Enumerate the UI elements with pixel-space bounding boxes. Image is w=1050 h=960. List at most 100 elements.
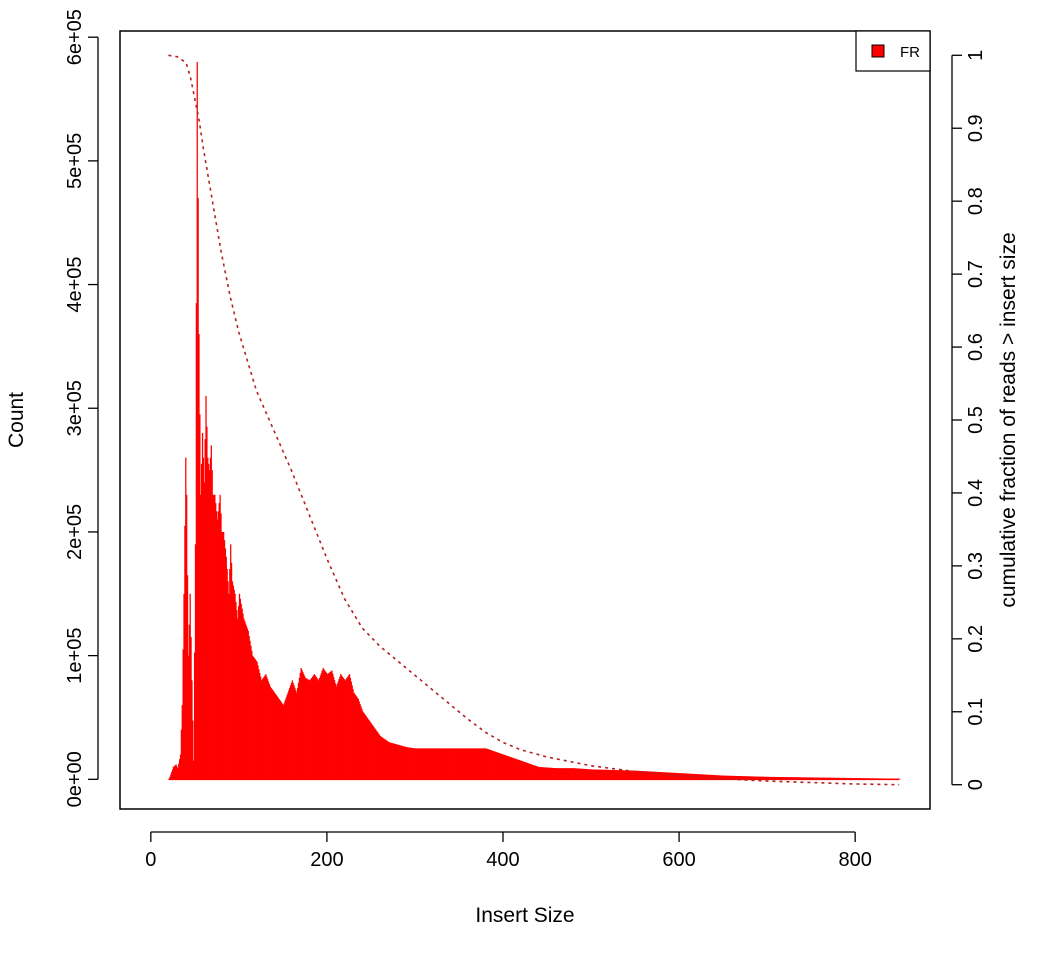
histogram-bar: [771, 776, 773, 780]
histogram-bar: [208, 470, 211, 780]
histogram-bar: [290, 682, 293, 780]
histogram-bar: [804, 777, 806, 780]
histogram-bar: [333, 676, 335, 780]
histogram-bar: [361, 708, 363, 780]
histogram-bar: [363, 713, 366, 780]
histogram-bar: [759, 776, 761, 780]
histogram-bar: [715, 775, 717, 780]
histogram-bar: [318, 677, 321, 780]
histogram-bar: [296, 687, 299, 780]
histogram-bar: [274, 692, 276, 780]
histogram-bar: [567, 768, 569, 780]
histogram-bar: [304, 677, 307, 780]
histogram-bar: [729, 775, 731, 780]
histogram-bar: [556, 768, 558, 780]
histogram-bar: [206, 426, 208, 780]
histogram-bar: [324, 670, 326, 780]
histogram-bar: [611, 769, 613, 780]
histogram-bar: [466, 748, 468, 780]
histogram-bar: [625, 770, 627, 780]
histogram-bar: [323, 669, 325, 780]
histogram-bar: [269, 686, 271, 780]
histogram-bar: [416, 748, 418, 780]
histogram-bar: [207, 457, 209, 780]
histogram-bar: [732, 775, 735, 780]
histogram-bar: [548, 767, 551, 780]
histogram-bar: [739, 776, 742, 780]
histogram-bar: [432, 748, 434, 780]
histogram-bar: [329, 671, 331, 780]
histogram-bar: [582, 768, 584, 780]
histogram-bar: [191, 680, 193, 780]
histogram-bar: [386, 740, 389, 780]
histogram-bar: [444, 748, 446, 780]
histogram-bar: [534, 765, 536, 780]
histogram-bar: [257, 665, 259, 780]
histogram-bar: [294, 687, 296, 780]
histogram-bar: [748, 776, 750, 780]
histogram-bar: [341, 676, 344, 780]
histogram-bar: [184, 525, 186, 780]
histogram-bar: [716, 775, 718, 780]
histogram-bar: [250, 645, 252, 780]
histogram-bar: [374, 728, 376, 780]
histogram-bar: [171, 771, 173, 780]
histogram-bar: [709, 774, 711, 780]
y2-tick-label: 0.7: [965, 260, 987, 288]
histogram-bar: [399, 745, 401, 780]
histogram-bar: [760, 776, 762, 780]
histogram-bar: [356, 697, 359, 780]
histogram-bar: [579, 768, 581, 780]
histogram-bar: [767, 776, 769, 780]
histogram-bar: [554, 768, 556, 780]
histogram-bar: [624, 770, 626, 780]
y2-tick-label: 0: [965, 779, 987, 790]
histogram-bar: [810, 777, 812, 780]
histogram-bar: [663, 772, 665, 780]
histogram-bar: [319, 675, 322, 780]
histogram-bar: [357, 698, 359, 780]
histogram-bar: [201, 463, 203, 780]
y-tick-label: 6e+05: [64, 9, 86, 65]
histogram-bar: [755, 776, 757, 780]
histogram-bar: [535, 766, 537, 780]
histogram-bar: [192, 720, 194, 780]
histogram-bar: [647, 771, 649, 780]
histogram-bar: [552, 767, 554, 780]
histogram-bar: [627, 770, 629, 780]
histogram-bar: [673, 772, 676, 780]
histogram-bar: [743, 776, 745, 780]
histogram-bar: [775, 776, 778, 780]
histogram-bar: [304, 675, 306, 780]
histogram-bar: [517, 759, 520, 780]
histogram-bar: [801, 777, 803, 780]
histogram-bar: [741, 776, 743, 780]
histogram-bar: [174, 765, 176, 780]
histogram-bar: [307, 679, 309, 780]
histogram-bar: [231, 581, 234, 780]
histogram-bar: [464, 748, 466, 780]
histogram-bar: [212, 494, 214, 780]
histogram-bar: [395, 744, 397, 780]
histogram-bar: [620, 770, 622, 780]
histogram-bar: [652, 771, 654, 780]
histogram-bar: [693, 773, 695, 780]
histogram-bar: [423, 748, 426, 780]
histogram-bar: [832, 777, 834, 780]
histogram-bar: [355, 696, 358, 780]
histogram-bar: [613, 770, 615, 780]
histogram-bar: [834, 777, 837, 780]
histogram-bar: [701, 774, 703, 780]
histogram-bar: [762, 776, 764, 780]
histogram-bar: [309, 680, 311, 780]
histogram-bar: [350, 681, 352, 780]
histogram-bar: [672, 772, 675, 780]
histogram-bar: [827, 777, 830, 780]
histogram-bar: [264, 675, 266, 780]
histogram-bar: [585, 769, 588, 780]
histogram-bar: [757, 776, 759, 780]
histogram-bar: [429, 748, 431, 780]
histogram-bar: [330, 671, 332, 780]
histogram-bar: [639, 770, 641, 780]
histogram-bar: [472, 748, 474, 780]
